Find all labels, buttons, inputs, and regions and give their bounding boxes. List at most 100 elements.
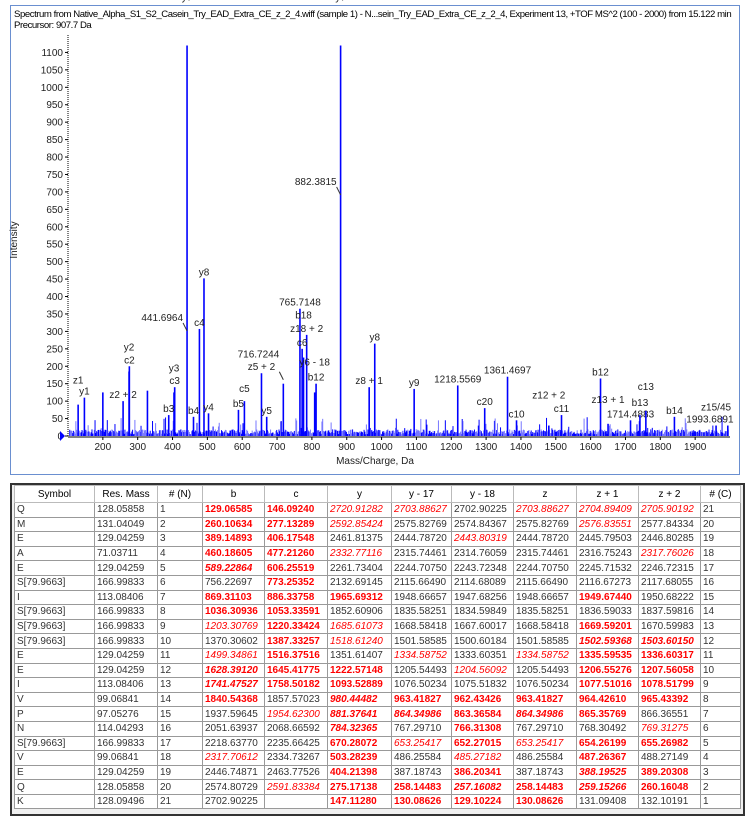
table-row[interactable]: S[79.9663] 166.99833 8 1036.30936 1053.33591…	[14, 604, 741, 620]
table-row[interactable]: V 99.06841 18 2317.70612 2334.73267 503.28239…	[14, 750, 741, 766]
table-row[interactable]: K 128.09496 21 2702.90225 147.11280 130.08626…	[14, 793, 741, 810]
table-cell: 1667.60017	[451, 618, 514, 635]
table-cell: 6	[700, 720, 741, 737]
x-tick-label: 1100	[406, 442, 428, 453]
table-cell: 2235.66425	[264, 735, 328, 752]
column-header[interactable]: Symbol	[14, 485, 95, 503]
table-cell: 767.29710	[391, 720, 452, 737]
y-axis-title: Intensity	[9, 221, 20, 258]
table-cell: 1	[157, 502, 203, 518]
peak-label: b12	[592, 367, 609, 378]
table-cell: 655.26982	[638, 735, 701, 752]
table-cell: 2574.84367	[451, 516, 514, 533]
peak-label: y3	[169, 363, 180, 374]
table-cell: 1503.60150	[638, 633, 701, 649]
column-header[interactable]: y - 17	[391, 485, 452, 503]
table-cell: E	[14, 531, 95, 547]
y-tick-label: 900	[46, 118, 63, 129]
x-tick-label: 1600	[580, 442, 603, 453]
table-cell: 769.31275	[638, 720, 701, 737]
table-cell: 99.06841	[94, 691, 158, 708]
table-cell: 485.27182	[451, 750, 514, 766]
table-row[interactable]: A 71.03711 4 460.18605 477.21260 2332.77116 23…	[14, 545, 741, 562]
x-tick-label: 300	[129, 442, 146, 453]
table-cell: 1516.37516	[264, 647, 328, 664]
table-cell: E	[14, 647, 95, 664]
table-row[interactable]: Q 128.05858 20 2574.80729 2591.83384 275.1713…	[14, 779, 741, 795]
table-cell: 2316.75243	[576, 545, 639, 562]
peak-label: y8	[369, 333, 380, 344]
annotation-leader	[336, 186, 342, 196]
table-cell: 2315.74461	[391, 545, 452, 562]
table-cell: 487.26367	[576, 750, 639, 766]
table-cell: 2	[700, 779, 741, 795]
y-tick-label: 1050	[41, 65, 64, 76]
column-header[interactable]: b	[202, 485, 265, 503]
table-row[interactable]: E 129.04259 3 389.14893 406.17548 2461.81375 2…	[14, 531, 741, 547]
column-header[interactable]: z	[513, 485, 577, 503]
table-cell: 2	[157, 516, 203, 533]
table-cell: 387.18743	[391, 764, 452, 781]
table-cell: 589.22864	[202, 560, 265, 576]
table-cell: 2334.73267	[264, 750, 328, 766]
table-cell: 1741.47527	[202, 677, 265, 693]
column-header[interactable]: y	[327, 485, 392, 503]
table-cell: 1668.58418	[391, 618, 452, 635]
table-row[interactable]: V 99.06841 14 1840.54368 1857.57023 980.44482…	[14, 691, 741, 708]
table-cell: 15	[157, 706, 203, 722]
table-cell: 1840.54368	[202, 691, 265, 708]
table-cell: I	[14, 677, 95, 693]
table-cell: 2051.63937	[202, 720, 265, 737]
peak-label: 1218.5569	[434, 374, 482, 385]
table-cell: 962.43426	[451, 691, 514, 708]
table-cell: 2114.68089	[451, 574, 514, 591]
table-cell: 14	[700, 604, 741, 620]
column-header[interactable]: # (N)	[157, 485, 203, 503]
peak-label: b13	[632, 398, 649, 409]
column-header[interactable]: # (C)	[700, 485, 741, 503]
column-header[interactable]: Res. Mass	[94, 485, 158, 503]
table-row[interactable]: S[79.9663] 166.99833 9 1203.30769 1220.33424…	[14, 618, 741, 635]
y-tick-label: 1000	[41, 83, 64, 94]
table-cell: 128.09496	[94, 793, 158, 810]
peak-label: b14	[666, 406, 683, 417]
table-row[interactable]: E 129.04259 5 589.22864 606.25519 2261.73404 2…	[14, 560, 741, 576]
table-row[interactable]: S[79.9663] 166.99833 10 1370.30602 1387.3325…	[14, 633, 741, 649]
table-cell: 19	[700, 531, 741, 547]
y-tick-label: 450	[46, 275, 63, 286]
table-cell: K	[14, 793, 95, 810]
table-row[interactable]: I 113.08406 13 1741.47527 1758.50182 1093.528…	[14, 677, 741, 693]
table-cell: 1222.57148	[327, 662, 392, 679]
table-row[interactable]: N 114.04293 16 2051.63937 2068.66592 784.3236…	[14, 720, 741, 737]
table-row[interactable]: M 131.04049 2 260.10634 277.13289 2592.85424 2…	[14, 516, 741, 533]
table-cell: 18	[700, 545, 741, 562]
spectrum-chart[interactable]: 0501001502002503003504004505005506006507…	[0, 0, 750, 480]
table-row[interactable]: Q 128.05858 1 129.06585 146.09240 2720.91282 2…	[14, 502, 741, 518]
table-row[interactable]: P 97.05276 15 1937.59645 1954.62300 881.37641…	[14, 706, 741, 722]
table-row[interactable]: S[79.9663] 166.99833 6 756.22697 773.25352 21…	[14, 574, 741, 591]
column-header[interactable]: z + 1	[576, 485, 639, 503]
x-tick-label: 1500	[545, 442, 568, 453]
peak-label: z8 + 1	[355, 376, 383, 387]
table-cell: 1501.58585	[513, 633, 577, 649]
column-header[interactable]: c	[264, 485, 328, 503]
table-cell: 2444.78720	[391, 531, 452, 547]
y-tick-label: 350	[46, 309, 63, 320]
column-header[interactable]: y - 18	[451, 485, 514, 503]
table-cell: 166.99833	[94, 618, 158, 635]
table-cell: 113.08406	[94, 589, 158, 606]
table-row[interactable]: E 129.04259 19 2446.74871 2463.77526 404.2139…	[14, 764, 741, 781]
table-row[interactable]: E 129.04259 11 1499.34861 1516.37516 1351.614…	[14, 647, 741, 664]
table-cell: 1336.60317	[638, 647, 701, 664]
table-row[interactable]: S[79.9663] 166.99833 17 2218.63770 2235.6642…	[14, 735, 741, 752]
table-cell: I	[14, 589, 95, 606]
column-header[interactable]: z + 2	[638, 485, 701, 503]
mz-annotation: 882.3815	[295, 177, 337, 188]
table-row[interactable]: I 113.08406 7 869.31103 886.33758 1965.69312 1…	[14, 589, 741, 606]
table-cell: 652.27015	[451, 735, 514, 752]
table-cell: 2244.70750	[391, 560, 452, 576]
table-cell: 13	[157, 677, 203, 693]
table-cell: 128.05858	[94, 502, 158, 518]
table-cell: 2218.63770	[202, 735, 265, 752]
table-row[interactable]: E 129.04259 12 1628.39120 1645.41775 1222.571…	[14, 662, 741, 679]
